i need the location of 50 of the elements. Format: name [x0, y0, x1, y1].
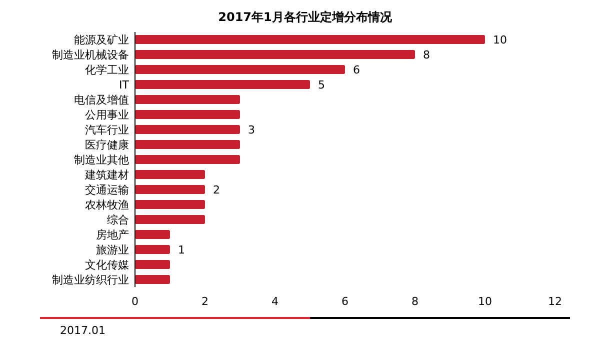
bar: [135, 140, 240, 149]
bar: [135, 245, 170, 254]
x-tick-label: 12: [548, 295, 562, 308]
data-label: 6: [353, 64, 360, 76]
bar: [135, 95, 240, 104]
y-tick-label: 房地产: [96, 228, 129, 242]
bar: [135, 155, 240, 164]
bar: [135, 50, 415, 59]
bar: [135, 35, 485, 44]
x-tick-label: 2: [202, 295, 208, 308]
data-label: 8: [423, 48, 430, 62]
y-tick-label: 化学工业: [85, 64, 129, 76]
x-tick-label: 0: [132, 295, 138, 308]
data-label: 1: [178, 244, 185, 256]
text: 2017.01: [60, 324, 106, 337]
y-tick-label: IT: [119, 78, 130, 92]
x-tick-label: 10: [478, 295, 492, 308]
y-tick-label: 汽车行业: [85, 124, 129, 136]
data-label: 3: [248, 124, 255, 136]
y-tick-label: 公用事业: [85, 108, 129, 122]
y-tick-label: 交通运输: [85, 184, 129, 196]
bar: [135, 170, 205, 179]
x-tick-label: 4: [272, 295, 278, 308]
x-tick-label: 6: [342, 295, 348, 308]
y-tick-label: 建筑建材: [84, 168, 129, 182]
bar: [135, 125, 240, 134]
y-tick-label: 能源及矿业: [74, 34, 129, 46]
bar: [135, 215, 205, 224]
bar: [135, 80, 310, 89]
y-tick-label: 农林牧渔: [85, 198, 129, 212]
data-label: 2: [213, 184, 220, 196]
bar: [135, 230, 170, 239]
y-tick-label: 制造业其他: [74, 154, 129, 166]
bar: [135, 185, 205, 194]
y-tick-label: 制造业机械设备: [52, 48, 129, 62]
y-tick-label: 文化传媒: [85, 258, 129, 272]
data-label: 5: [318, 78, 325, 92]
bar: [135, 200, 205, 209]
bar: [135, 275, 170, 284]
y-tick-label: 旅游业: [96, 244, 129, 256]
bar: [135, 260, 170, 269]
bar: [135, 110, 240, 119]
x-tick-label: 8: [412, 295, 418, 308]
y-tick-label: 制造业纺织行业: [52, 274, 129, 286]
y-tick-label: 电信及增值: [74, 94, 129, 106]
y-tick-label: 综合: [107, 214, 129, 226]
chart-title: 2017年1月各行业定增分布情况: [218, 10, 393, 24]
bar: [135, 65, 345, 74]
data-label: 10: [493, 34, 507, 46]
y-tick-label: 医疗健康: [85, 138, 129, 152]
